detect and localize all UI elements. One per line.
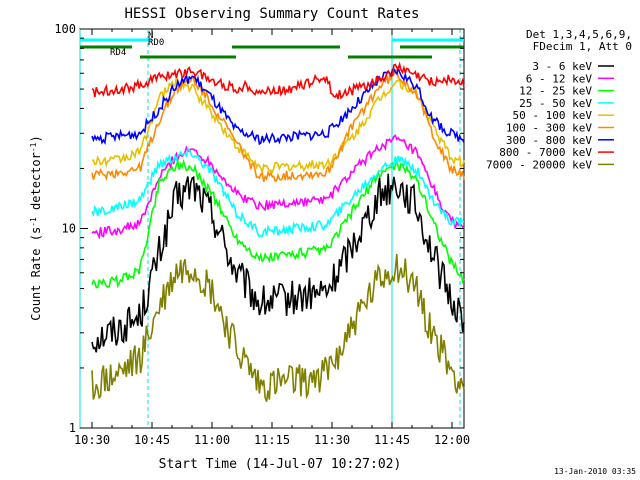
y-axis-label-main: Count Rate (s [29, 227, 43, 321]
legend-label-8: 7000 - 20000 keV [486, 158, 592, 171]
chart-title: HESSI Observing Summary Count Rates [124, 6, 419, 22]
series-line-3 [91, 148, 465, 238]
y-axis: 1 10 100 [54, 22, 464, 435]
y-axis-label-sup: -1 [29, 217, 38, 227]
x-tick-label-4: 11:30 [314, 433, 350, 447]
y-axis-label-sup2: -1 [29, 142, 38, 152]
y-axis-label: Count Rate (s-1 detector-1) [29, 135, 44, 320]
x-tick-label-1: 10:45 [134, 433, 170, 447]
y-tick-label-1: 10 [62, 222, 76, 236]
series-line-5 [91, 69, 465, 183]
x-axis: 10:30 10:45 11:00 11:15 11:30 11:45 12:00 [74, 29, 470, 447]
x-tick-label-2: 11:00 [194, 433, 230, 447]
series-line-2 [91, 157, 465, 289]
y-axis-label-tail: detector [29, 152, 43, 217]
flag-label-n: N [148, 31, 153, 41]
series-line-8 [91, 253, 465, 402]
series-line-7 [91, 61, 465, 100]
y-tick-label-2: 100 [54, 22, 76, 36]
series-line-1 [91, 134, 465, 240]
timestamp: 13-Jan-2010 03:35 [554, 467, 636, 476]
legend-header-2: FDecim 1, Att 0 [533, 40, 632, 53]
legend-label-3: 25 - 50 keV [519, 97, 592, 110]
legend: Det 1,3,4,5,6,9, FDecim 1, Att 0 3 - 6 k… [486, 28, 632, 171]
x-tick-label-3: 11:15 [254, 433, 290, 447]
flag-label-rd0: RD0 [148, 38, 164, 48]
legend-label-7: 800 - 7000 keV [499, 146, 592, 159]
legend-label-5: 100 - 300 keV [506, 122, 592, 135]
flag-label-rd4: RD4 [110, 48, 126, 58]
y-axis-label-end: ) [29, 135, 43, 142]
legend-label-4: 50 - 100 keV [513, 109, 593, 122]
series-line-0 [91, 173, 465, 353]
legend-header-1: Det 1,3,4,5,6,9, [526, 28, 632, 41]
x-axis-label: Start Time (14-Jul-07 10:27:02) [159, 457, 402, 472]
x-tick-label-0: 10:30 [74, 433, 110, 447]
x-tick-label-5: 11:45 [374, 433, 410, 447]
legend-label-6: 300 - 800 keV [506, 134, 592, 147]
legend-label-2: 12 - 25 keV [519, 85, 592, 98]
legend-label-0: 3 - 6 keV [532, 60, 592, 73]
x-tick-label-6: 12:00 [434, 433, 470, 447]
series-line-6 [91, 65, 465, 146]
y-tick-label-0: 1 [69, 421, 76, 435]
legend-label-1: 6 - 12 keV [526, 72, 593, 85]
